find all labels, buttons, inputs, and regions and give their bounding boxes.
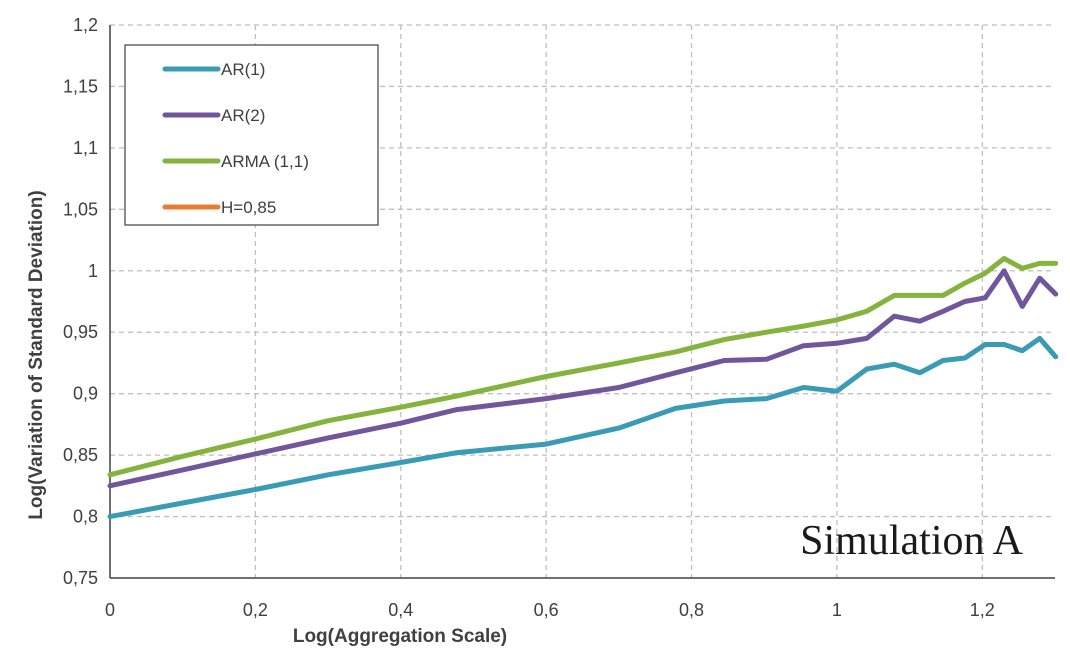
y-tick-label: 1,15 <box>63 76 98 96</box>
x-axis-title: Log(Aggregation Scale) <box>293 626 507 647</box>
series-line-ar-2 <box>107 268 1059 489</box>
legend-label-h-0-85: H=0,85 <box>221 198 276 217</box>
tick-labels: 0,75 0,8 0,85 0,9 0,95 1 1,05 1,1 1,15 1,2 0 0,2 0,4… <box>63 15 995 620</box>
y-tick-label: 0,95 <box>63 322 98 342</box>
x-tick-label: 0,2 <box>243 600 268 620</box>
x-tick-label: 0,4 <box>388 600 413 620</box>
simulation-annotation: Simulation A <box>800 518 1024 564</box>
y-tick-label: 0,85 <box>63 445 98 465</box>
series-line-arma-1-1 <box>107 256 1059 478</box>
legend-label-ar-1: AR(1) <box>221 60 265 79</box>
y-tick-label: 0,75 <box>63 568 98 588</box>
y-tick-label: 1,05 <box>63 199 98 219</box>
legend: AR(1) AR(2) ARMA (1,1) H=0,85 <box>124 44 379 226</box>
y-tick-label: 0,9 <box>73 384 98 404</box>
y-tick-label: 1,1 <box>73 138 98 158</box>
x-tick-label: 1,2 <box>970 600 995 620</box>
x-tick-label: 0,8 <box>679 600 704 620</box>
series-line-ar-1 <box>107 335 1059 520</box>
y-axis-title: Log(Variation of Standard Deviation) <box>26 190 47 519</box>
legend-label-ar-2: AR(2) <box>221 106 265 125</box>
x-tick-label: 0,6 <box>534 600 559 620</box>
y-tick-label: 1 <box>88 261 98 281</box>
y-tick-label: 1,2 <box>73 15 98 35</box>
x-tick-label: 0 <box>105 600 115 620</box>
legend-box <box>124 44 379 226</box>
y-tick-label: 0,8 <box>73 507 98 527</box>
legend-label-arma-1-1: ARMA (1,1) <box>221 152 309 171</box>
x-tick-label: 1 <box>832 600 842 620</box>
series-lines <box>107 256 1059 520</box>
